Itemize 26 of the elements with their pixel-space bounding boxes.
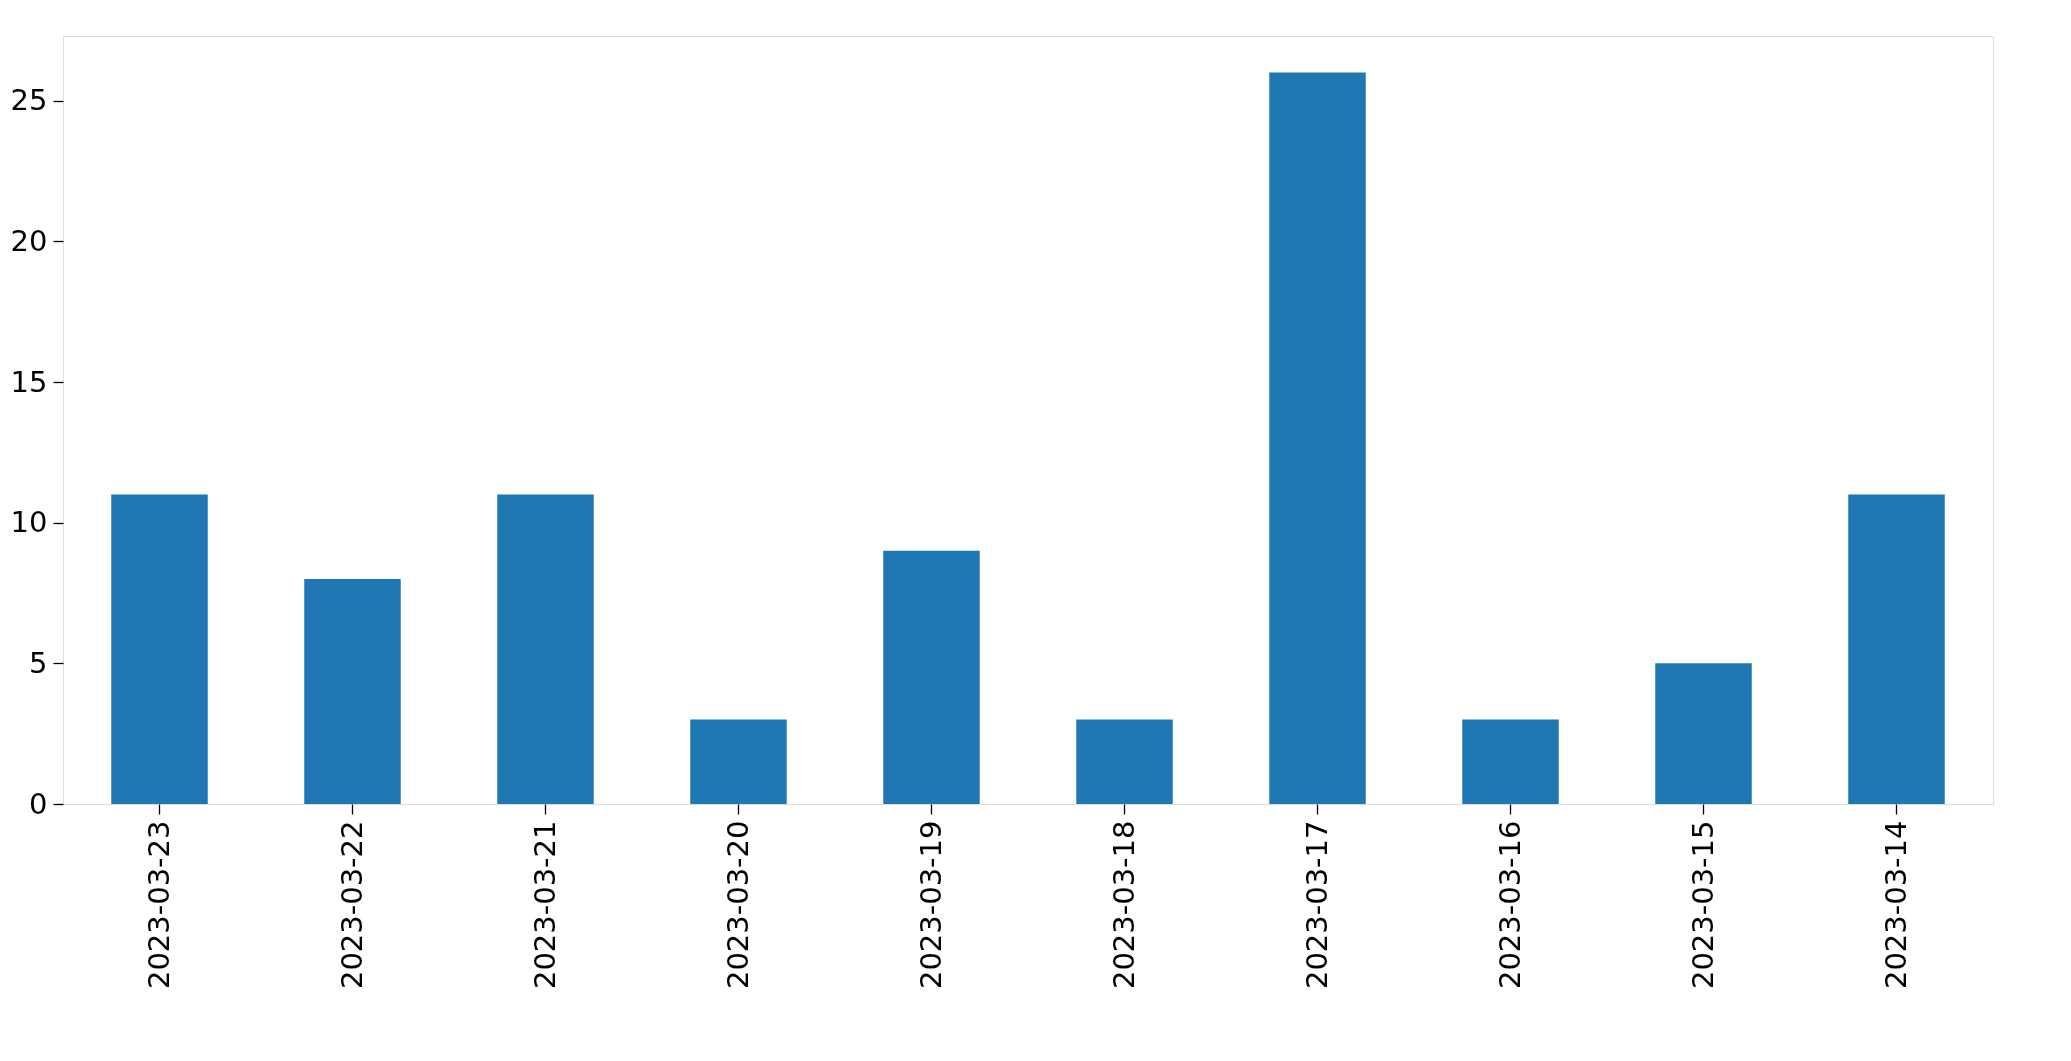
x-tick-label: 2023-03-23	[141, 820, 176, 990]
x-tick-label: 2023-03-20	[720, 820, 755, 990]
y-tick-label: 20	[10, 223, 48, 258]
bar	[497, 494, 594, 804]
y-tick-label: 0	[29, 786, 48, 821]
x-tick-label: 2023-03-14	[1878, 820, 1913, 990]
x-tick-label: 2023-03-18	[1106, 820, 1141, 990]
y-tick-label: 10	[10, 505, 48, 540]
bar	[1655, 663, 1752, 804]
y-tick-label: 15	[10, 364, 48, 399]
bar	[883, 550, 980, 804]
x-tick-label: 2023-03-22	[334, 820, 369, 990]
y-tick-label: 5	[29, 645, 48, 680]
x-tick-label: 2023-03-16	[1492, 820, 1527, 990]
x-tick-label: 2023-03-15	[1685, 820, 1720, 990]
bar	[1848, 494, 1945, 804]
y-tick-label: 25	[10, 83, 48, 118]
bar	[1076, 719, 1173, 804]
x-tick-label: 2023-03-19	[913, 820, 948, 990]
x-tick-label: 2023-03-17	[1299, 820, 1334, 990]
bar	[690, 719, 787, 804]
bar	[304, 578, 401, 804]
bar	[111, 494, 208, 804]
x-tick-label: 2023-03-21	[527, 820, 562, 990]
bar	[1269, 72, 1366, 804]
bar	[1462, 719, 1559, 804]
